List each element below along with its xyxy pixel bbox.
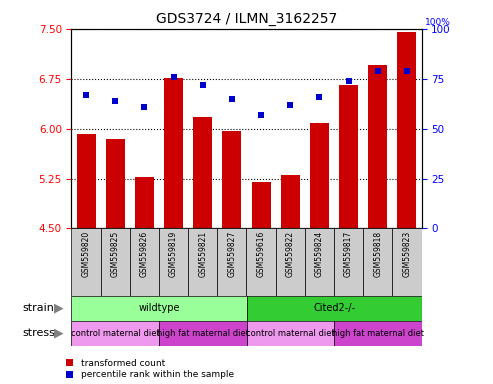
Point (228, 96, 236, 102)
Point (170, 74, 177, 80)
Bar (276, 228, 305, 296)
Bar (130, 228, 159, 296)
Text: GSM559819: GSM559819 (169, 230, 178, 277)
Bar (334, 228, 363, 296)
Point (403, 68, 411, 74)
Legend: transformed count, percentile rank within the sample: transformed count, percentile rank withi… (66, 359, 234, 379)
Bar (246, 296, 422, 321)
Bar (281, 175, 300, 228)
Bar (106, 139, 125, 228)
Text: wildtype: wildtype (138, 303, 180, 313)
Bar (193, 117, 212, 228)
Point (374, 68, 382, 74)
Bar (222, 131, 242, 228)
Bar (71, 228, 101, 296)
Text: GSM559827: GSM559827 (227, 230, 237, 277)
Point (141, 104, 148, 110)
Bar (246, 228, 276, 296)
Bar (135, 177, 154, 228)
Text: GSM559826: GSM559826 (140, 230, 149, 277)
Text: GSM559616: GSM559616 (256, 230, 266, 277)
Point (199, 82, 207, 88)
Bar (305, 228, 334, 296)
Text: GSM559820: GSM559820 (81, 230, 91, 277)
Text: GSM559817: GSM559817 (344, 230, 353, 277)
Bar (339, 85, 358, 228)
Point (82, 92, 90, 98)
Text: control maternal diet: control maternal diet (246, 329, 335, 338)
Text: stress: stress (22, 328, 55, 338)
Text: GSM559822: GSM559822 (286, 230, 295, 276)
Bar (71, 296, 246, 321)
Text: 100%: 100% (425, 18, 451, 27)
Text: GSM559821: GSM559821 (198, 230, 207, 276)
Bar (334, 321, 422, 346)
Bar (363, 228, 392, 296)
Bar (368, 65, 387, 228)
Bar (164, 78, 183, 228)
Text: high fat maternal diet: high fat maternal diet (332, 329, 424, 338)
Text: high fat maternal diet: high fat maternal diet (157, 329, 249, 338)
Bar (246, 321, 334, 346)
Text: GSM559824: GSM559824 (315, 230, 324, 277)
Point (111, 98, 119, 104)
Bar (159, 321, 246, 346)
Bar (188, 228, 217, 296)
Bar (159, 228, 188, 296)
Text: GSM559823: GSM559823 (402, 230, 412, 277)
Point (257, 112, 265, 118)
Point (345, 78, 352, 84)
Bar (76, 134, 96, 228)
Bar (101, 228, 130, 296)
Point (286, 102, 294, 108)
Text: strain: strain (22, 303, 54, 313)
Text: GSM559818: GSM559818 (373, 230, 382, 276)
Bar (71, 321, 159, 346)
Bar (310, 123, 329, 228)
Text: ▶: ▶ (54, 302, 64, 314)
Text: GDS3724 / ILMN_3162257: GDS3724 / ILMN_3162257 (156, 12, 337, 25)
Point (316, 94, 323, 100)
Bar (392, 228, 422, 296)
Bar (397, 32, 417, 228)
Text: Cited2-/-: Cited2-/- (313, 303, 355, 313)
Text: ▶: ▶ (54, 327, 64, 339)
Text: control maternal diet: control maternal diet (71, 329, 160, 338)
Text: GSM559825: GSM559825 (111, 230, 120, 277)
Bar (251, 182, 271, 228)
Bar (217, 228, 246, 296)
